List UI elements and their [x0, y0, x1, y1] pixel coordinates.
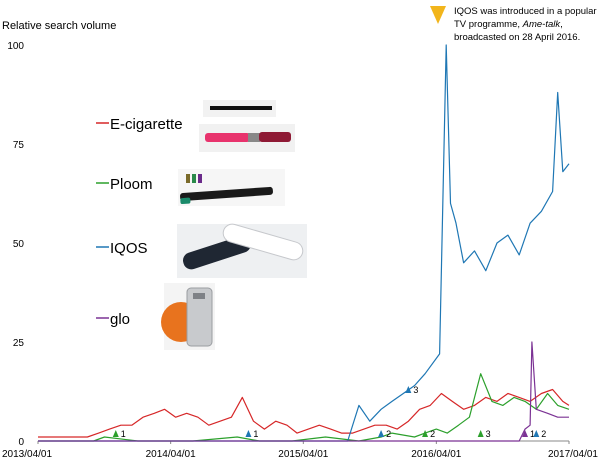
event-marker-icon: [522, 430, 529, 437]
event-marker-label: 2: [541, 429, 546, 439]
y-tick-label: 0: [18, 437, 24, 448]
series-line-glo: [38, 341, 569, 442]
event-marker-label: 2: [430, 429, 435, 439]
event-marker-label: 1: [253, 429, 258, 439]
legend-row-e-cigarette: E-cigarette: [96, 100, 295, 152]
event-marker-icon: [378, 430, 385, 437]
legend-label-e-cigarette: E-cigarette: [110, 116, 183, 133]
x-tick-label: 2015/04/01: [278, 449, 328, 460]
ploom-photo: [178, 169, 285, 206]
event-marker-label: 1: [121, 429, 126, 439]
annotation: IQOS was introduced in a popular TV prog…: [430, 6, 597, 43]
legend-label-iqos: IQOS: [110, 240, 148, 257]
annotation-line-3: broadcasted on 28 April 2016.: [454, 32, 580, 43]
y-axis-label: Relative search volume: [2, 20, 116, 32]
series-line-iqos: [38, 44, 570, 442]
event-marker-icon: [422, 430, 429, 437]
event-marker-icon: [533, 430, 540, 437]
y-tick-label: 100: [7, 41, 24, 52]
x-tick-label: 2013/04/01: [2, 449, 52, 460]
annotation-line-2: TV programme, Ame-talk,: [454, 19, 563, 30]
y-tick-label: 75: [13, 140, 25, 151]
series-line-e-cigarette: [38, 388, 570, 438]
legend-label-ploom: Ploom: [110, 176, 153, 193]
event-marker-icon: [477, 430, 484, 437]
x-tick-label: 2016/04/01: [411, 449, 461, 460]
y-tick-label: 50: [13, 239, 25, 250]
x-tick-label: 2017/04/01: [548, 449, 598, 460]
legend-row-ploom: Ploom: [96, 169, 285, 206]
legend-row-iqos: IQOS: [96, 223, 307, 278]
event-marker-label: 2: [386, 429, 391, 439]
event-marker-label: 3: [486, 429, 491, 439]
glo-photo: [161, 283, 215, 350]
event-marker-label: 1: [530, 429, 535, 439]
iqos-photo: [177, 223, 307, 278]
x-tick-label: 2014/04/01: [146, 449, 196, 460]
y-tick-label: 25: [13, 338, 25, 349]
annotation-triangle-icon: [430, 6, 446, 24]
annotation-line-1: IQOS was introduced in a popular: [454, 6, 597, 17]
legend-row-glo: glo: [96, 283, 215, 350]
e-cigarette-photo: [199, 100, 295, 152]
event-marker-icon: [112, 430, 119, 437]
event-marker-icon: [245, 430, 252, 437]
event-marker-icon: [405, 386, 412, 393]
event-marker-label: 3: [413, 385, 418, 395]
legend-label-glo: glo: [110, 311, 130, 328]
